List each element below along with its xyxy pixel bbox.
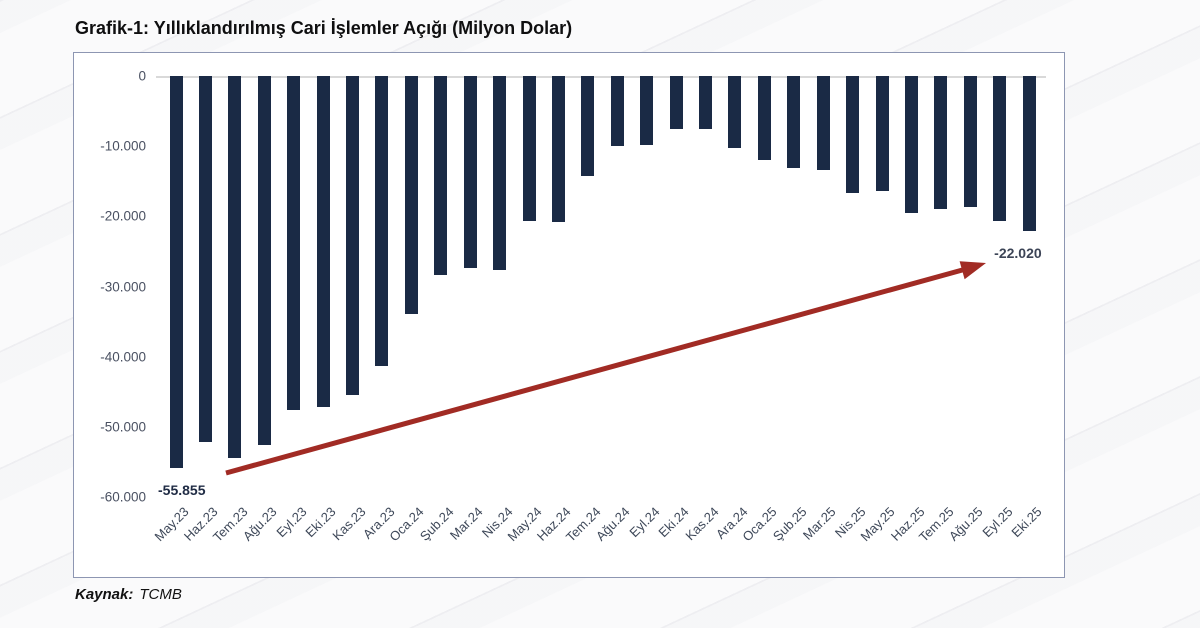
bar [846,76,860,193]
y-axis-tick-label: -40.000 [100,349,146,365]
bar [905,76,918,213]
bar [169,76,183,468]
source-value: TCMB [139,586,182,603]
bar [816,76,830,171]
bar [787,76,801,168]
y-axis-tick-label: -60.000 [100,489,146,505]
bar [522,76,536,221]
bar [963,76,977,207]
y-axis-tick-label: -50.000 [100,419,146,435]
chart-title: Grafik-1: Yıllıklandırılmış Cari İşlemle… [75,18,573,38]
bar [875,76,889,192]
y-axis-tick-label: 0 [138,68,146,84]
y-axis-tick-label: -10.000 [100,138,146,154]
bar [434,76,448,275]
bar [493,76,507,270]
first-bar-value-label: -55.855 [158,482,206,498]
zero-gridline [156,76,1046,78]
bar [669,76,683,129]
bar [934,76,948,210]
bar [316,76,330,408]
bar [993,76,1007,221]
bar [228,76,242,459]
bar [346,76,360,395]
bar [463,76,477,268]
bar [1022,76,1036,231]
chart-frame: 0 -10.000 -20.000 -30.000 -40.000 -50.000 -60.… [73,52,1065,578]
bar [640,76,654,145]
bar [581,76,595,176]
bar [287,76,301,410]
bar [757,76,771,161]
source-line: Kaynak: TCMB [75,586,182,603]
last-bar-value-label: -22.020 [994,244,1042,261]
bar [198,76,212,442]
bar [551,76,565,222]
y-axis-tick-label: -20.000 [100,208,146,224]
bar [699,76,713,130]
plot-area: 0 -10.000 -20.000 -30.000 -40.000 -50.000 -60.… [74,53,1064,577]
bar [404,76,418,314]
bar [257,76,271,445]
bar [728,76,742,149]
bar [375,76,389,367]
source-label: Kaynak: [75,586,134,603]
bar [610,76,624,147]
y-axis-tick-label: -30.000 [100,279,146,294]
